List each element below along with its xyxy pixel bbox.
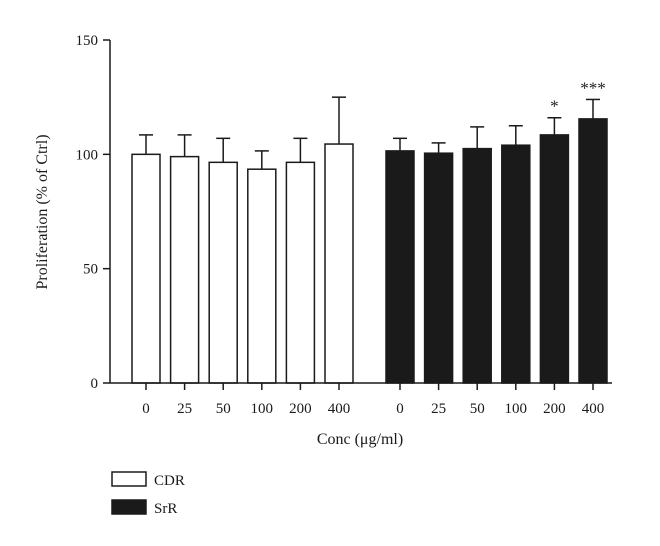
bar-srr-0 [385,150,415,384]
x-tick-label: 50 [216,401,231,417]
bar-srr-25 [423,152,454,384]
bar-cdr-200 [285,161,316,384]
x-tick-label: 25 [177,401,192,417]
x-tick-label: 200 [289,401,312,417]
x-tick-label: 400 [582,401,605,417]
y-tick-label: 50 [83,262,98,278]
y-axis-label: Proliferation (% of Ctrl) [34,134,51,289]
significance-marker: * [550,97,559,116]
bars-layer: **** [131,78,608,384]
bar-srr-100 [501,144,531,384]
bar-cdr-25 [169,155,200,384]
legend-swatch-srr [111,499,147,515]
axes-layer [109,40,612,384]
x-tick-label: 0 [142,401,150,417]
x-tick-label: 400 [328,401,351,417]
legend-label-cdr: CDR [154,473,185,489]
legend: CDR SrR [111,471,185,517]
significance-marker: *** [580,78,606,97]
x-tick-label: 50 [470,401,485,417]
y-tick-label: 0 [91,376,99,392]
bar-cdr-0 [131,153,161,384]
x-tick-label: 25 [431,401,446,417]
bar-cdr-400 [324,143,354,384]
y-tick-label: 100 [76,147,99,163]
bar-srr-400 [578,118,608,384]
bar-srr-200 [539,134,570,384]
x-tick-label: 100 [505,401,528,417]
legend-label-srr: SrR [154,501,177,517]
bar-cdr-50 [208,161,238,384]
x-tick-label: 0 [396,401,404,417]
ticks-layer: 0 50 100 150 0 25 50 100 200 400 0 25 50 100 200 400 [76,33,605,417]
y-tick-label: 150 [76,33,99,49]
bar-cdr-100 [247,168,277,384]
x-tick-label: 100 [251,401,274,417]
x-tick-label: 200 [543,401,566,417]
bar-srr-50 [462,147,492,384]
legend-swatch-cdr [111,471,147,487]
x-axis-label: Conc (μg/ml) [317,431,403,448]
